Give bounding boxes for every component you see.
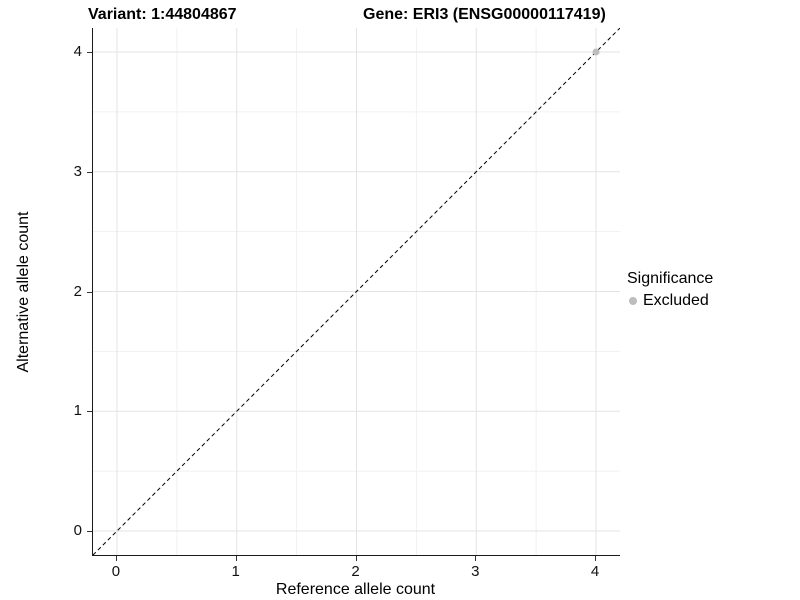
data-point-excluded <box>592 48 600 56</box>
y-tick-label: 1 <box>73 402 82 420</box>
x-axis-title: Reference allele count <box>275 581 436 598</box>
x-tick-mark <box>595 556 597 561</box>
y-tick-label: 4 <box>73 42 82 60</box>
variant-title: Variant: 1:44804867 <box>88 6 237 23</box>
y-tick-label: 0 <box>73 522 82 540</box>
legend: Significance Excluded <box>627 270 800 310</box>
y-tick-mark <box>87 531 92 533</box>
y-tick-mark <box>87 51 92 53</box>
x-tick-mark <box>235 556 237 561</box>
x-tick-label: 1 <box>231 563 240 580</box>
x-tick-mark <box>355 556 357 561</box>
x-tick-label: 2 <box>351 563 360 580</box>
gene-title: Gene: ERI3 (ENSG00000117419) <box>363 6 606 23</box>
x-tick-label: 4 <box>590 563 600 580</box>
legend-item-excluded: Excluded <box>629 292 800 310</box>
y-tick-mark <box>87 411 92 413</box>
legend-point-icon <box>629 297 637 305</box>
y-axis-title: Alternative allele count <box>15 211 32 372</box>
plot-panel <box>92 28 620 556</box>
plot-canvas <box>93 28 620 555</box>
x-tick-label: 0 <box>111 563 121 580</box>
y-tick-mark <box>87 291 92 293</box>
x-tick-mark <box>475 556 477 561</box>
x-tick-label: 3 <box>471 563 480 580</box>
legend-item-label: Excluded <box>643 292 709 309</box>
x-tick-mark <box>115 556 117 561</box>
legend-title: Significance <box>627 270 714 287</box>
y-tick-label: 2 <box>73 282 82 300</box>
legend-items: Excluded <box>627 292 800 310</box>
y-tick-label: 3 <box>73 162 82 180</box>
identity-dashed-line <box>93 28 620 555</box>
y-tick-mark <box>87 171 92 173</box>
